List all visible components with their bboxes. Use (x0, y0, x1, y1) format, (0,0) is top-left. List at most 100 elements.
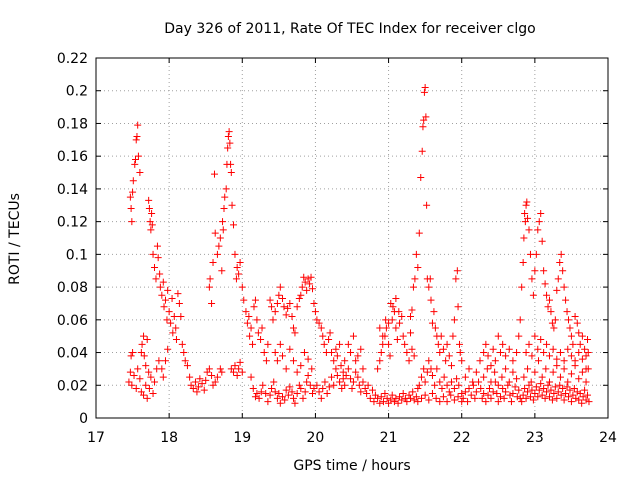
data-point-marker (582, 378, 590, 386)
data-point-marker (377, 349, 385, 357)
data-point-marker (273, 394, 281, 402)
chart-title: Day 326 of 2011, Rate Of TEC Index for r… (164, 21, 535, 37)
data-point-marker (164, 345, 172, 353)
y-tick-label: 0 (79, 411, 88, 427)
data-point-marker (377, 393, 385, 401)
data-point-marker (232, 275, 240, 283)
data-point-marker (560, 357, 568, 365)
data-point-marker (191, 378, 199, 386)
data-point-marker (129, 177, 137, 185)
data-point-marker (336, 378, 344, 386)
data-point-marker (423, 201, 431, 209)
data-point-marker (524, 388, 532, 396)
data-point-marker (303, 378, 311, 386)
x-tick-label: 24 (599, 430, 617, 446)
data-point-marker (342, 371, 350, 379)
data-point-marker (262, 357, 270, 365)
data-point-marker (431, 324, 439, 332)
data-point-marker (575, 349, 583, 357)
data-point-marker (308, 365, 316, 373)
data-point-marker (236, 259, 244, 267)
data-point-marker (450, 396, 458, 404)
data-point-marker (140, 391, 148, 399)
data-point-marker (271, 388, 279, 396)
data-point-marker (550, 324, 558, 332)
data-point-marker (556, 349, 564, 357)
data-point-marker (563, 383, 571, 391)
data-point-marker (222, 185, 230, 193)
data-point-marker (332, 365, 340, 373)
data-point-marker (553, 362, 561, 370)
data-point-marker (281, 396, 289, 404)
data-point-marker (482, 340, 490, 348)
data-point-marker (443, 398, 451, 406)
data-point-marker (242, 308, 250, 316)
data-point-marker (414, 263, 422, 271)
data-point-marker (286, 345, 294, 353)
data-point-marker (417, 373, 425, 381)
data-point-marker (545, 352, 553, 360)
data-point-marker (304, 371, 312, 379)
data-point-marker (338, 385, 346, 393)
data-point-marker (410, 352, 418, 360)
data-point-marker (585, 398, 593, 406)
data-point-marker (573, 388, 581, 396)
data-point-marker (376, 357, 384, 365)
data-point-marker (298, 283, 306, 291)
data-point-marker (443, 340, 451, 348)
data-point-marker (398, 396, 406, 404)
data-point-marker (399, 389, 407, 397)
data-point-marker (396, 319, 404, 327)
data-point-marker (500, 394, 508, 402)
data-point-marker (489, 345, 497, 353)
data-point-marker (128, 218, 136, 226)
data-point-marker (282, 386, 290, 394)
data-point-marker (319, 385, 327, 393)
data-point-marker (137, 349, 145, 357)
data-point-marker (419, 123, 427, 131)
data-point-marker (253, 316, 261, 324)
data-point-marker (487, 394, 495, 402)
data-point-marker (161, 357, 169, 365)
data-point-marker (330, 357, 338, 365)
data-point-marker (450, 316, 458, 324)
data-point-marker (509, 389, 517, 397)
data-point-marker (280, 303, 288, 311)
data-point-marker (566, 386, 574, 394)
data-point-marker (224, 144, 232, 152)
tick-marks (95, 57, 609, 419)
data-point-marker (562, 296, 570, 304)
data-point-marker (415, 229, 423, 237)
data-point-marker (216, 234, 224, 242)
data-point-marker (461, 373, 469, 381)
data-point-marker (295, 381, 303, 389)
y-tick-label: 0.1 (66, 247, 88, 263)
data-point-marker (132, 385, 140, 393)
y-tick-label: 0.16 (57, 149, 88, 165)
data-point-marker (306, 381, 314, 389)
data-point-marker (210, 170, 218, 178)
data-point-marker (300, 273, 308, 281)
data-point-marker (221, 193, 229, 201)
data-point-marker (553, 355, 561, 363)
data-point-marker (355, 381, 363, 389)
data-point-marker (167, 319, 175, 327)
data-point-marker (301, 278, 309, 286)
data-point-marker (482, 398, 490, 406)
data-point-marker (452, 275, 460, 283)
data-point-marker (227, 169, 235, 177)
data-point-marker (219, 218, 227, 226)
data-point-marker (567, 398, 575, 406)
data-point-marker (357, 388, 365, 396)
data-point-marker (202, 376, 210, 384)
data-point-marker (389, 303, 397, 311)
data-point-marker (557, 250, 565, 258)
data-point-marker (491, 357, 499, 365)
data-point-marker (127, 205, 135, 213)
data-point-marker (183, 362, 191, 370)
data-point-marker (155, 357, 163, 365)
data-point-marker (465, 365, 473, 373)
data-point-marker (249, 340, 257, 348)
data-point-marker (143, 335, 151, 343)
data-point-marker (392, 295, 400, 303)
